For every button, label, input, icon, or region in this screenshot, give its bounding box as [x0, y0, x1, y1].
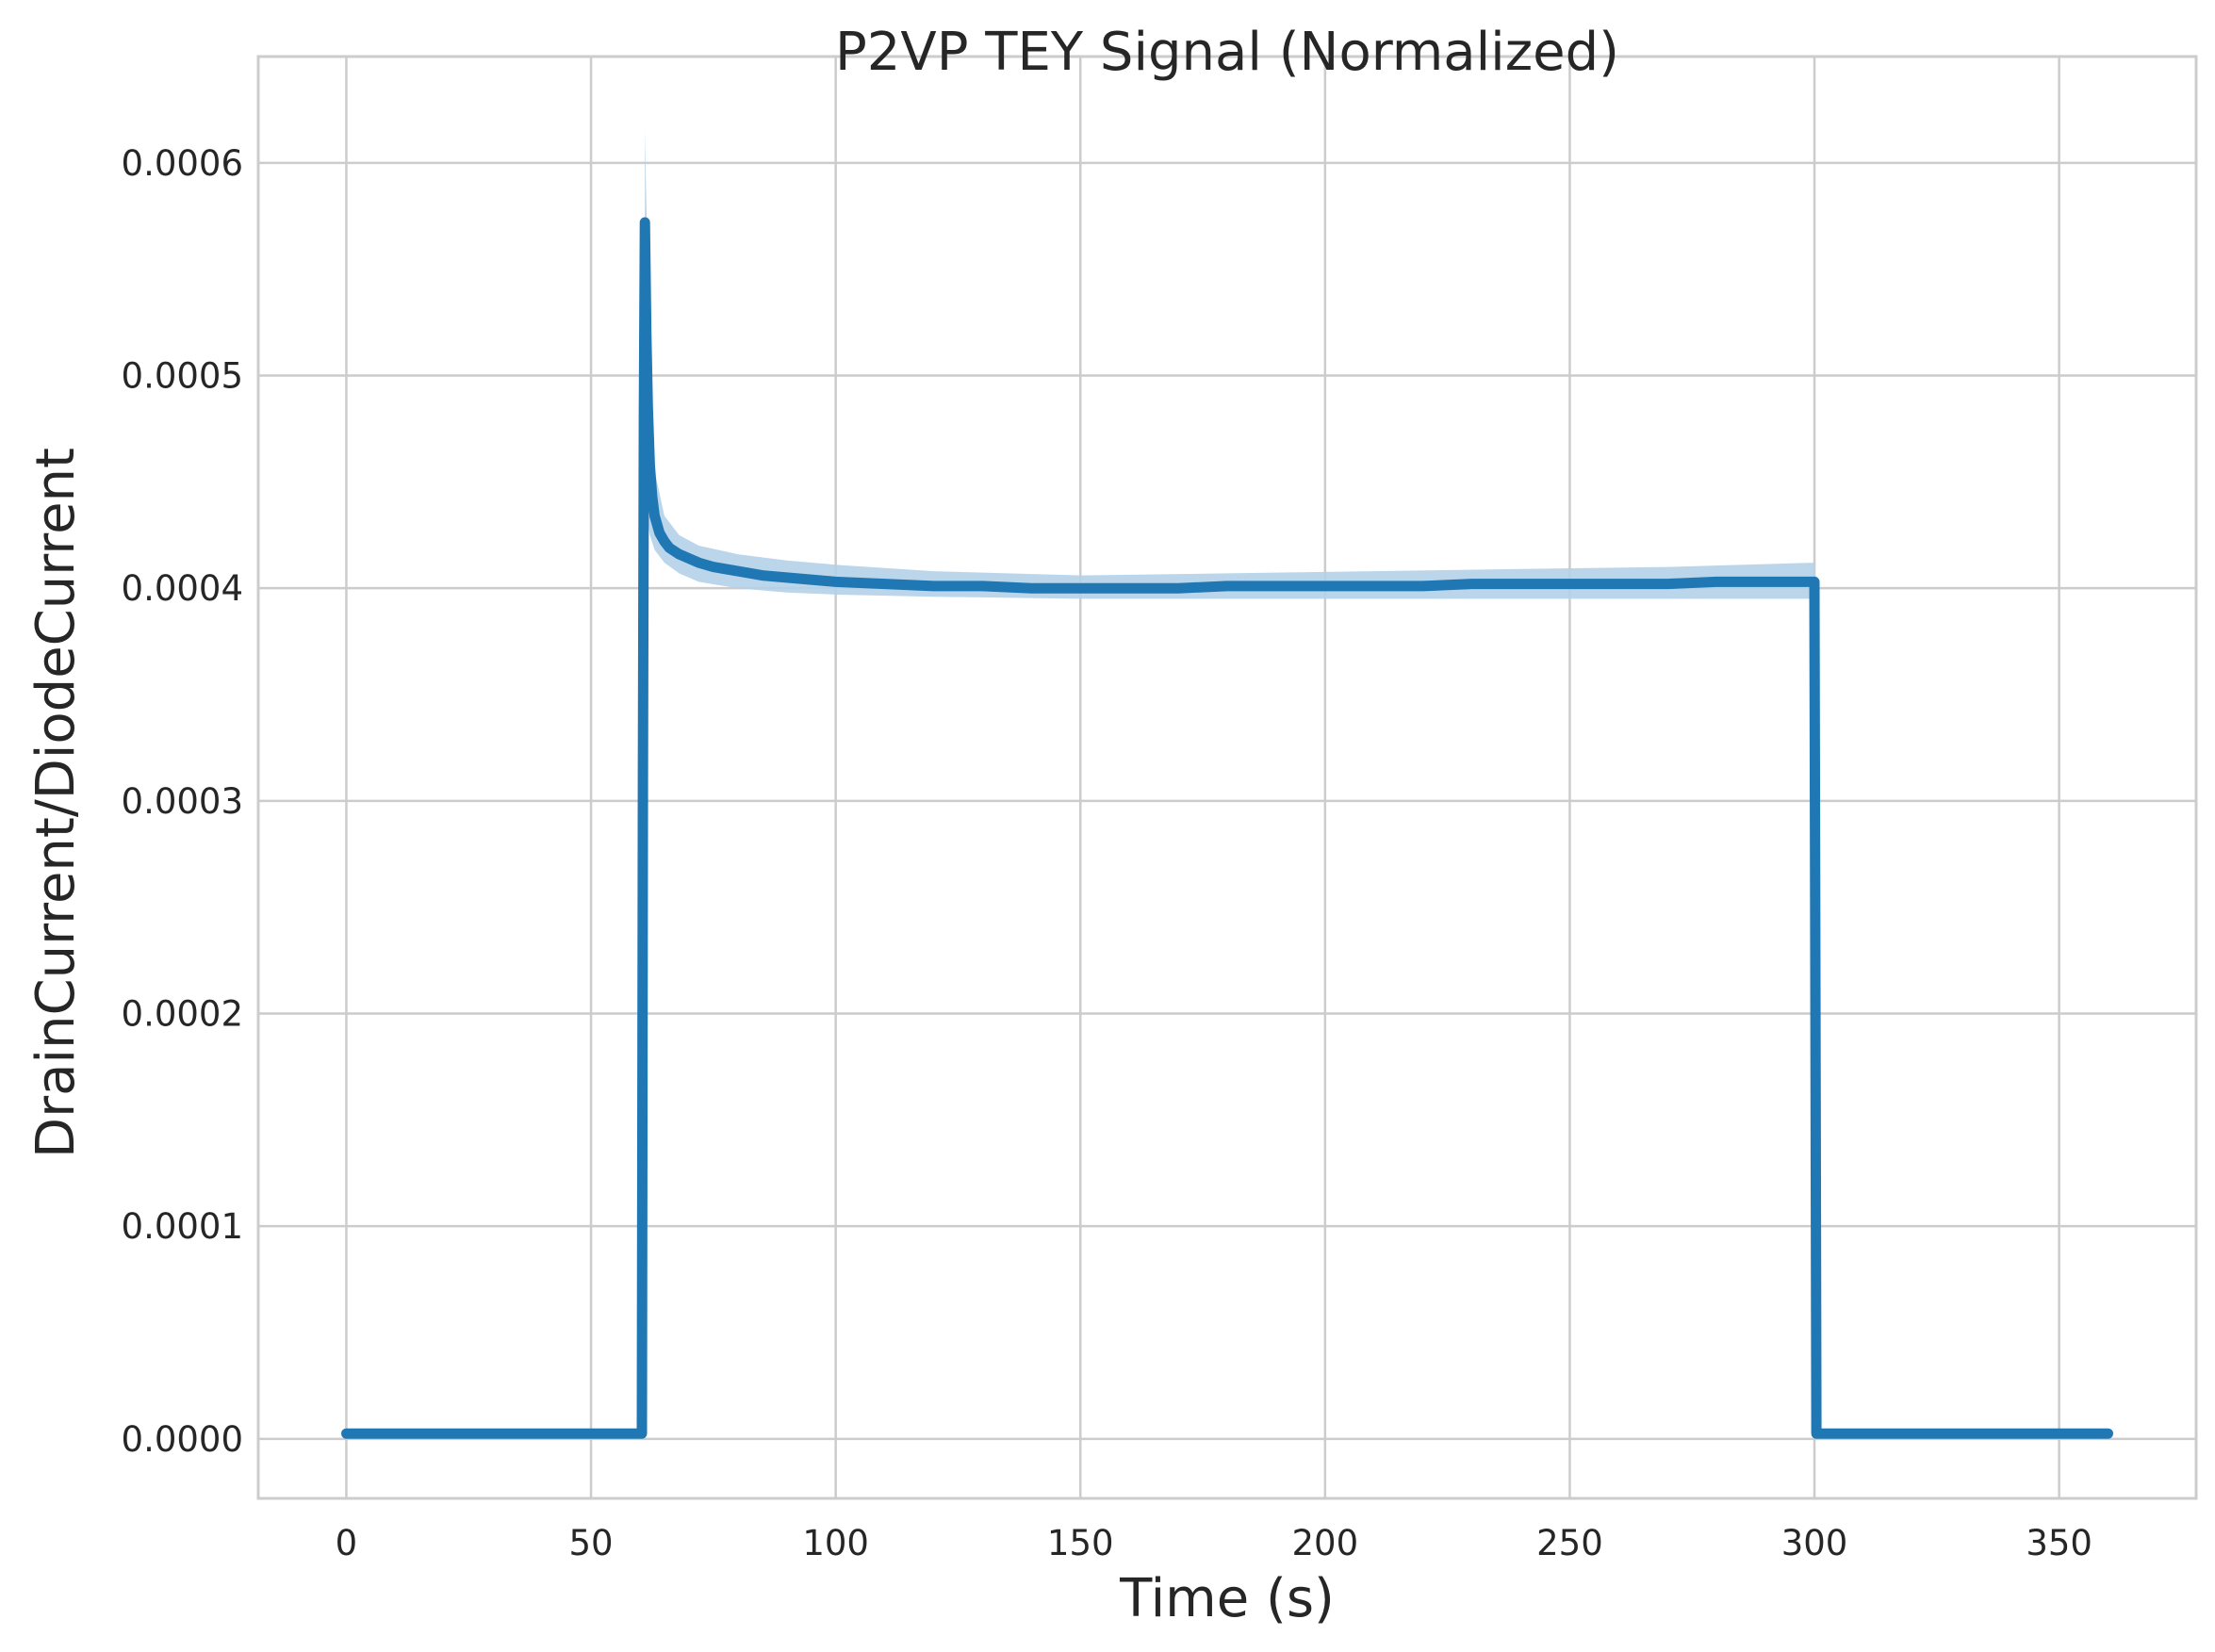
x-tick-label: 100 — [802, 1523, 869, 1563]
y-tick-label: 0.0002 — [122, 993, 243, 1034]
x-tick-label: 300 — [1781, 1523, 1848, 1563]
y-tick-label: 0.0005 — [122, 355, 243, 396]
x-tick-labels: 0 50 100 150 200 250 300 350 — [336, 1523, 2092, 1563]
plot-frame — [256, 55, 2198, 1500]
y-axis-label: DrainCurrent/DiodeCurrent — [25, 448, 87, 1158]
y-tick-label: 0.0000 — [122, 1419, 243, 1460]
series-line — [341, 217, 2113, 1439]
grid — [258, 57, 2196, 1498]
x-tick-label: 250 — [1536, 1523, 1603, 1563]
x-axis-label: Time (s) — [1119, 1568, 1335, 1629]
x-tick-label: 150 — [1047, 1523, 1114, 1563]
error-band — [645, 131, 1815, 599]
y-tick-label: 0.0001 — [122, 1206, 243, 1247]
x-tick-label: 50 — [569, 1523, 614, 1563]
x-tick-label: 350 — [2026, 1523, 2092, 1563]
chart-title: P2VP TEY Signal (Normalized) — [835, 22, 1619, 83]
x-tick-label: 0 — [336, 1523, 358, 1563]
y-tick-labels: 0.0000 0.0001 0.0002 0.0003 0.0004 0.0005 0.00… — [122, 143, 243, 1460]
x-tick-label: 200 — [1292, 1523, 1359, 1563]
y-tick-label: 0.0003 — [122, 781, 243, 822]
y-tick-label: 0.0006 — [122, 143, 243, 184]
y-tick-label: 0.0004 — [122, 568, 243, 609]
